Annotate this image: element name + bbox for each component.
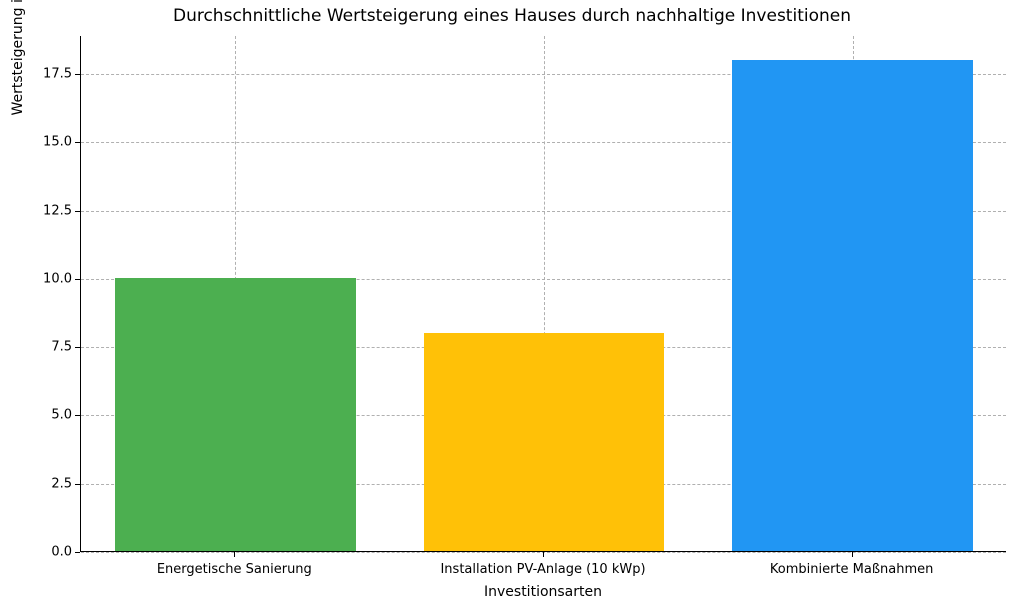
- ytick-label: 2.5: [22, 476, 72, 491]
- xtick-label: Energetische Sanierung: [157, 562, 312, 577]
- xtick-mark: [234, 552, 235, 557]
- ytick-label: 12.5: [22, 203, 72, 218]
- ytick-mark: [75, 74, 80, 75]
- figure: Durchschnittliche Wertsteigerung eines H…: [0, 0, 1024, 611]
- ytick-mark: [75, 415, 80, 416]
- ytick-mark: [75, 552, 80, 553]
- ytick-mark: [75, 279, 80, 280]
- ytick-label: 0.0: [22, 545, 72, 560]
- bar: [424, 333, 665, 551]
- y-axis-label: Wertsteigerung in %: [10, 0, 26, 302]
- ytick-label: 17.5: [22, 67, 72, 82]
- ytick-mark: [75, 211, 80, 212]
- xtick-mark: [543, 552, 544, 557]
- ytick-mark: [75, 347, 80, 348]
- ytick-label: 15.0: [22, 135, 72, 150]
- ytick-label: 5.0: [22, 408, 72, 423]
- xtick-label: Kombinierte Maßnahmen: [770, 562, 934, 577]
- bar: [732, 60, 973, 551]
- plot-area: [80, 36, 1006, 552]
- ytick-label: 10.0: [22, 271, 72, 286]
- ytick-label: 7.5: [22, 340, 72, 355]
- bar: [115, 278, 356, 551]
- xtick-label: Installation PV-Anlage (10 kWp): [440, 562, 645, 577]
- ytick-mark: [75, 484, 80, 485]
- x-axis-label: Investitionsarten: [80, 584, 1006, 600]
- xtick-mark: [852, 552, 853, 557]
- ytick-mark: [75, 142, 80, 143]
- chart-title: Durchschnittliche Wertsteigerung eines H…: [0, 6, 1024, 26]
